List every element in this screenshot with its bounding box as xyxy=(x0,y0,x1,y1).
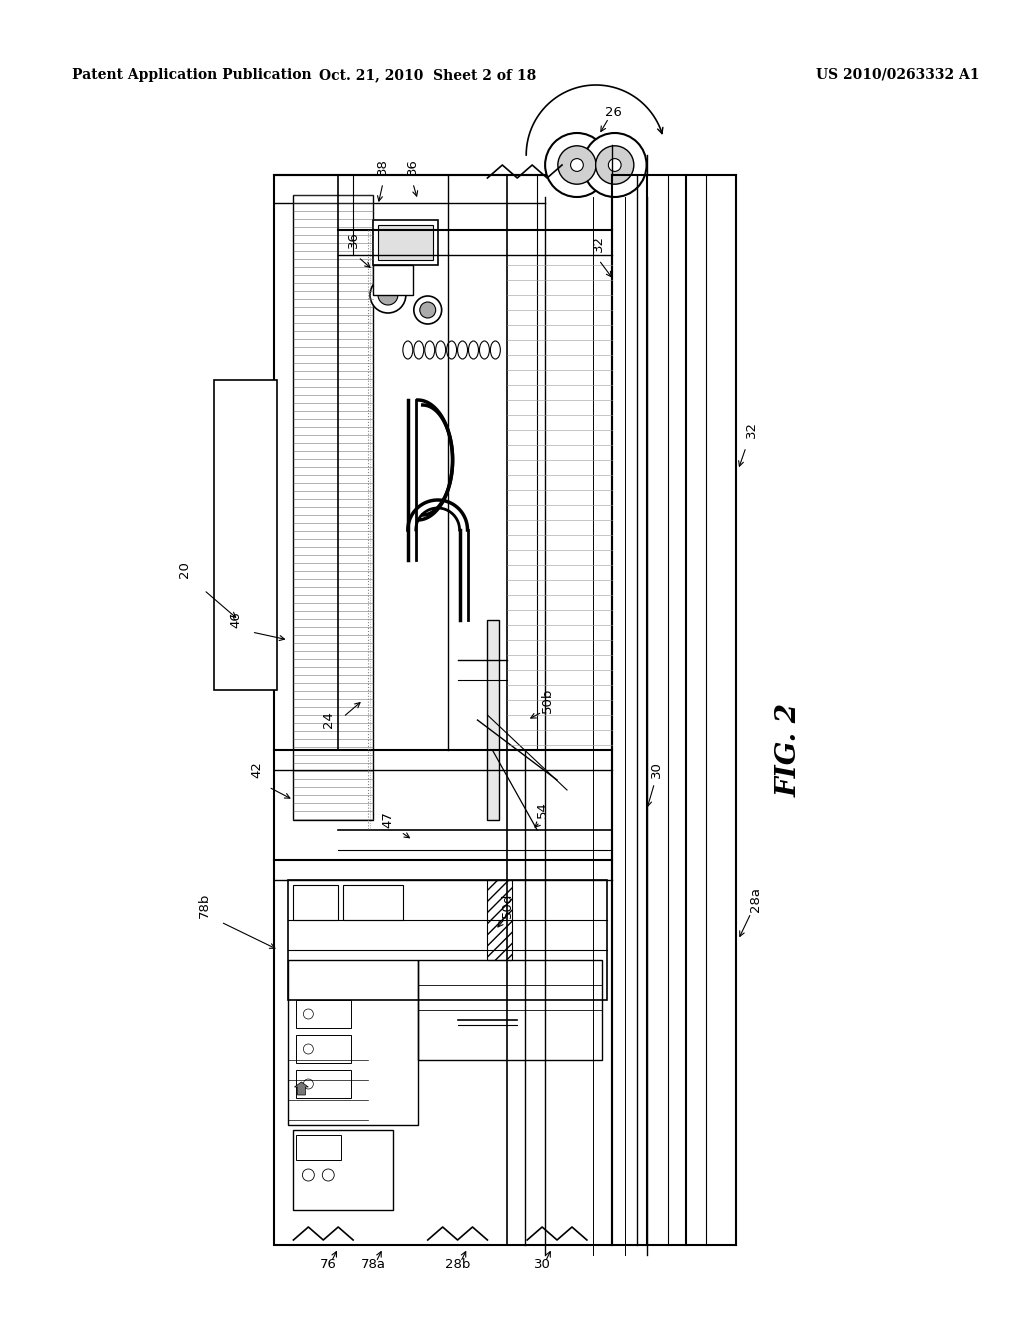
Circle shape xyxy=(303,1044,313,1053)
Bar xyxy=(296,1071,351,1098)
Circle shape xyxy=(378,285,398,305)
Text: FIG. 2: FIG. 2 xyxy=(776,704,803,797)
Text: 26: 26 xyxy=(605,106,623,119)
Text: 36: 36 xyxy=(347,231,359,248)
Text: 46: 46 xyxy=(229,611,243,628)
Text: Patent Application Publication: Patent Application Publication xyxy=(72,69,311,82)
Text: 38: 38 xyxy=(377,158,389,176)
Circle shape xyxy=(420,302,435,318)
Text: 28a: 28a xyxy=(750,887,763,912)
Bar xyxy=(373,265,413,294)
Text: 50d: 50d xyxy=(501,892,514,917)
Text: 32: 32 xyxy=(744,421,758,438)
Circle shape xyxy=(303,1078,313,1089)
Circle shape xyxy=(558,145,596,185)
Bar xyxy=(296,1035,351,1063)
Circle shape xyxy=(608,158,622,172)
Circle shape xyxy=(570,158,584,172)
Text: 30: 30 xyxy=(534,1258,551,1271)
Bar xyxy=(343,884,402,920)
Circle shape xyxy=(545,133,609,197)
Circle shape xyxy=(302,1170,314,1181)
Text: 47: 47 xyxy=(382,812,394,829)
Text: 24: 24 xyxy=(322,711,335,729)
Text: 76: 76 xyxy=(319,1258,337,1271)
Text: 20: 20 xyxy=(177,561,190,578)
Circle shape xyxy=(583,133,646,197)
Text: 36: 36 xyxy=(407,158,419,176)
Text: US 2010/0263332 A1: US 2010/0263332 A1 xyxy=(816,69,979,82)
Text: 78b: 78b xyxy=(198,892,210,917)
Bar xyxy=(373,220,437,265)
Text: Oct. 21, 2010  Sheet 2 of 18: Oct. 21, 2010 Sheet 2 of 18 xyxy=(319,69,537,82)
Bar xyxy=(294,884,338,920)
Circle shape xyxy=(323,1170,334,1181)
Bar xyxy=(289,960,418,1125)
Bar xyxy=(214,380,276,690)
Circle shape xyxy=(414,296,441,323)
Bar xyxy=(273,176,611,1245)
Bar xyxy=(418,960,602,1060)
Text: 78a: 78a xyxy=(360,1258,385,1271)
Bar xyxy=(289,880,607,1001)
Text: 50b: 50b xyxy=(541,688,554,713)
Bar xyxy=(294,1130,393,1210)
Bar xyxy=(296,1001,351,1028)
FancyArrow shape xyxy=(295,1082,308,1096)
Bar xyxy=(487,620,500,820)
Circle shape xyxy=(370,277,406,313)
Bar xyxy=(296,1135,341,1160)
Text: 42: 42 xyxy=(250,762,263,779)
Bar xyxy=(487,880,512,960)
Text: 30: 30 xyxy=(650,762,663,779)
Text: 28b: 28b xyxy=(444,1258,470,1271)
Circle shape xyxy=(596,145,634,185)
Circle shape xyxy=(303,1008,313,1019)
Text: 32: 32 xyxy=(592,235,605,252)
Bar xyxy=(378,224,433,260)
Bar xyxy=(294,195,373,820)
Text: 54: 54 xyxy=(536,801,549,818)
